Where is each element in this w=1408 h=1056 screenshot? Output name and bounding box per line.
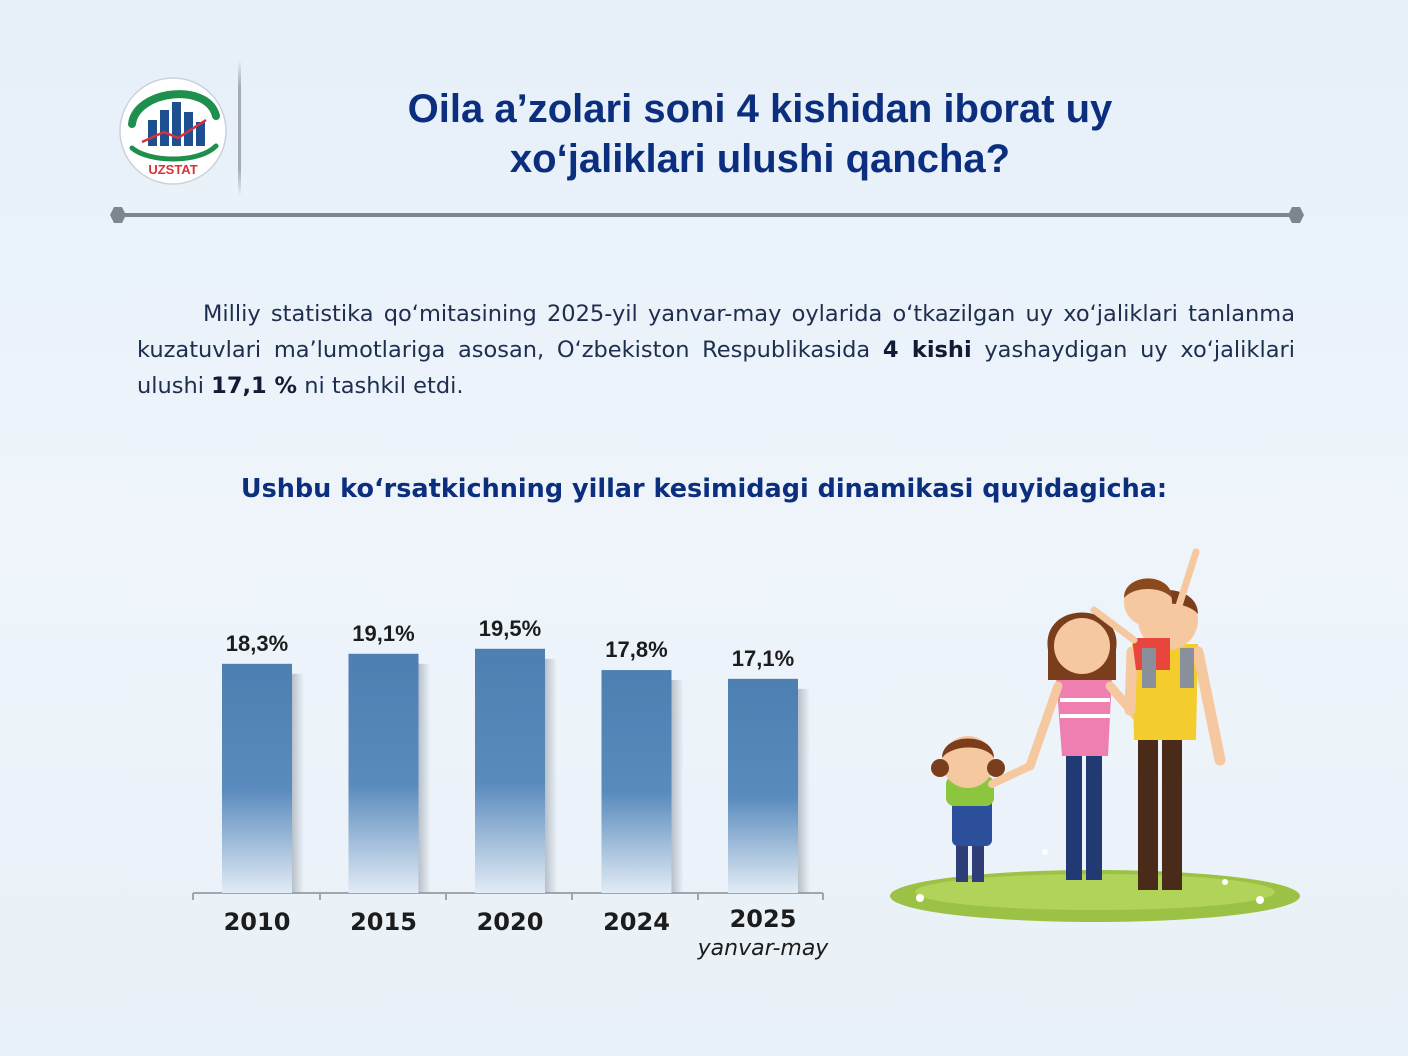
- divider-right-cap: [1288, 207, 1304, 223]
- bar-value-label-2010: 18,3%: [226, 631, 288, 656]
- bar-shadow-2020: [545, 658, 557, 893]
- intro-text-1: Milliy statistika qo‘mitasining 2025-yil…: [137, 301, 1295, 363]
- bar-value-label-2024: 17,8%: [605, 637, 667, 662]
- intro-paragraph: Milliy statistika qo‘mitasining 2025-yil…: [137, 296, 1295, 404]
- bar-2025: [728, 678, 798, 893]
- x-tick-label-2010: 2010: [224, 908, 291, 936]
- title-line-2: xo‘jaliklari ulushi qancha?: [509, 137, 1011, 181]
- x-tick-note-2025: yanvar-may: [697, 936, 830, 961]
- bar-value-label-2020: 19,5%: [479, 616, 541, 641]
- bar-shadow-2024: [671, 680, 684, 893]
- intro-text-3: ni tashkil etdi.: [297, 373, 464, 399]
- uzstat-logo: UZSTAT: [119, 77, 227, 185]
- x-tick-label-2025: 2025: [730, 905, 797, 933]
- bar-chart: 18,3% 2010 19,1% 2015 19,5% 2020 17,8% 2024 17,1…: [192, 616, 830, 961]
- chart-subtitle: Ushbu ko‘rsatkichning yillar kesimidagi …: [240, 474, 1168, 504]
- divider-left-cap: [110, 207, 126, 223]
- bar-shadow-2010: [292, 673, 304, 893]
- bar-value-label-2025: 17,1%: [732, 646, 794, 671]
- intro-bold-share: 17,1 %: [211, 373, 298, 399]
- family-illustration: [890, 548, 1300, 922]
- title-line-1: Oila a’zolari soni 4 kishidan iborat uy: [407, 87, 1113, 131]
- intro-text-2: yashaydigan uy xo‘jaliklari ulushi: [137, 337, 1295, 399]
- x-tick-label-2020: 2020: [477, 908, 544, 936]
- bar-shadow-2025: [798, 688, 810, 893]
- horizontal-divider: [120, 213, 1296, 217]
- bar-shadow-2015: [418, 663, 431, 893]
- bar-2015: [348, 653, 419, 893]
- logo-text: UZSTAT: [148, 162, 197, 177]
- bar-value-label-2015: 19,1%: [352, 621, 414, 646]
- bar-2010: [222, 663, 292, 893]
- vertical-divider: [238, 60, 241, 196]
- intro-bold-household-size: 4 kishi: [882, 337, 972, 363]
- x-tick-label-2015: 2015: [350, 908, 417, 936]
- bar-2024: [601, 670, 672, 893]
- x-tick-label-2024: 2024: [603, 908, 670, 936]
- page-title: Oila a’zolari soni 4 kishidan iborat uy …: [300, 84, 1220, 184]
- bar-2020: [475, 648, 545, 893]
